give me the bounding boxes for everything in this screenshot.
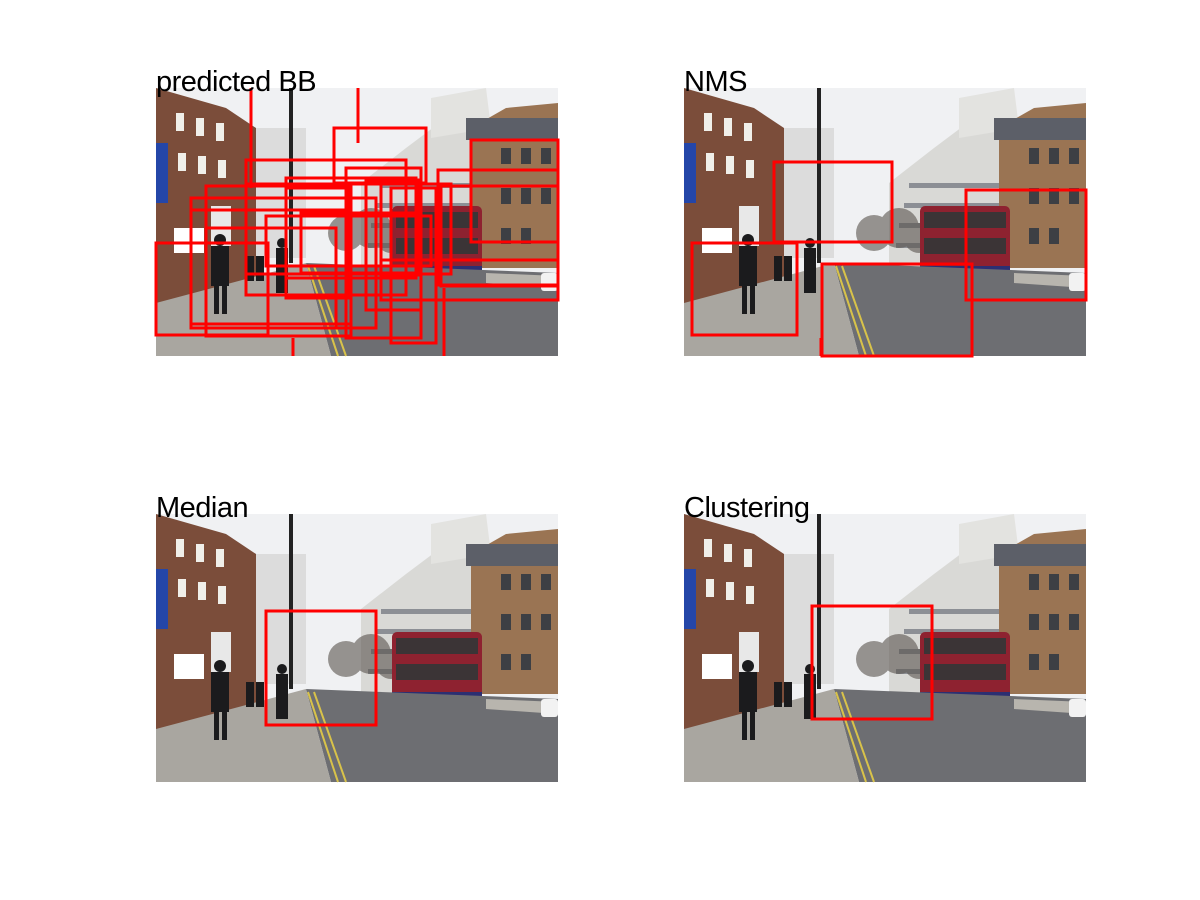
car <box>1069 699 1086 717</box>
bounding-box <box>264 214 433 268</box>
street-photo <box>684 88 1088 358</box>
brick-building-right <box>999 529 1086 694</box>
bounding-box <box>690 241 799 337</box>
bounding-box <box>379 178 420 277</box>
panel-median: Median <box>156 494 558 783</box>
car <box>1069 273 1086 291</box>
road <box>834 689 1086 782</box>
pedestrians <box>739 234 816 314</box>
street-photo <box>154 88 560 357</box>
distant-building <box>256 128 306 258</box>
panel-title: predicted BB <box>156 66 317 98</box>
bounding-box <box>964 188 1088 302</box>
pedestrians <box>211 660 288 740</box>
car <box>541 699 558 717</box>
panel-title: Clustering <box>684 492 810 524</box>
brick-building-left <box>156 514 261 734</box>
lamp-pole <box>289 88 293 263</box>
lamp-pole <box>817 88 821 263</box>
street-photo <box>156 514 558 783</box>
distant-building <box>256 554 306 684</box>
brick-building-right <box>999 103 1086 268</box>
road <box>306 689 558 782</box>
panel-title: Median <box>156 492 249 524</box>
brick-building-left <box>684 514 789 734</box>
brick-building-right <box>471 529 558 694</box>
bounding-box <box>264 609 378 727</box>
bounding-box <box>379 258 560 302</box>
bounding-box <box>284 176 418 280</box>
lamp-pole <box>817 514 821 689</box>
distant-building <box>784 554 834 684</box>
panel-predicted-bb: predicted BB <box>154 68 560 357</box>
bounding-box <box>469 138 560 244</box>
road <box>834 263 1086 356</box>
bounding-box <box>772 160 894 244</box>
street-photo <box>684 514 1086 783</box>
lamp-pole <box>289 514 293 689</box>
panel-clustering: Clustering <box>684 494 1086 783</box>
panel-nms: NMS <box>684 68 1088 358</box>
distant-building <box>784 128 834 258</box>
bounding-box <box>810 604 934 721</box>
pedestrians <box>739 660 816 740</box>
panel-title: NMS <box>684 66 747 98</box>
car <box>541 273 558 291</box>
bounding-box <box>344 166 423 340</box>
